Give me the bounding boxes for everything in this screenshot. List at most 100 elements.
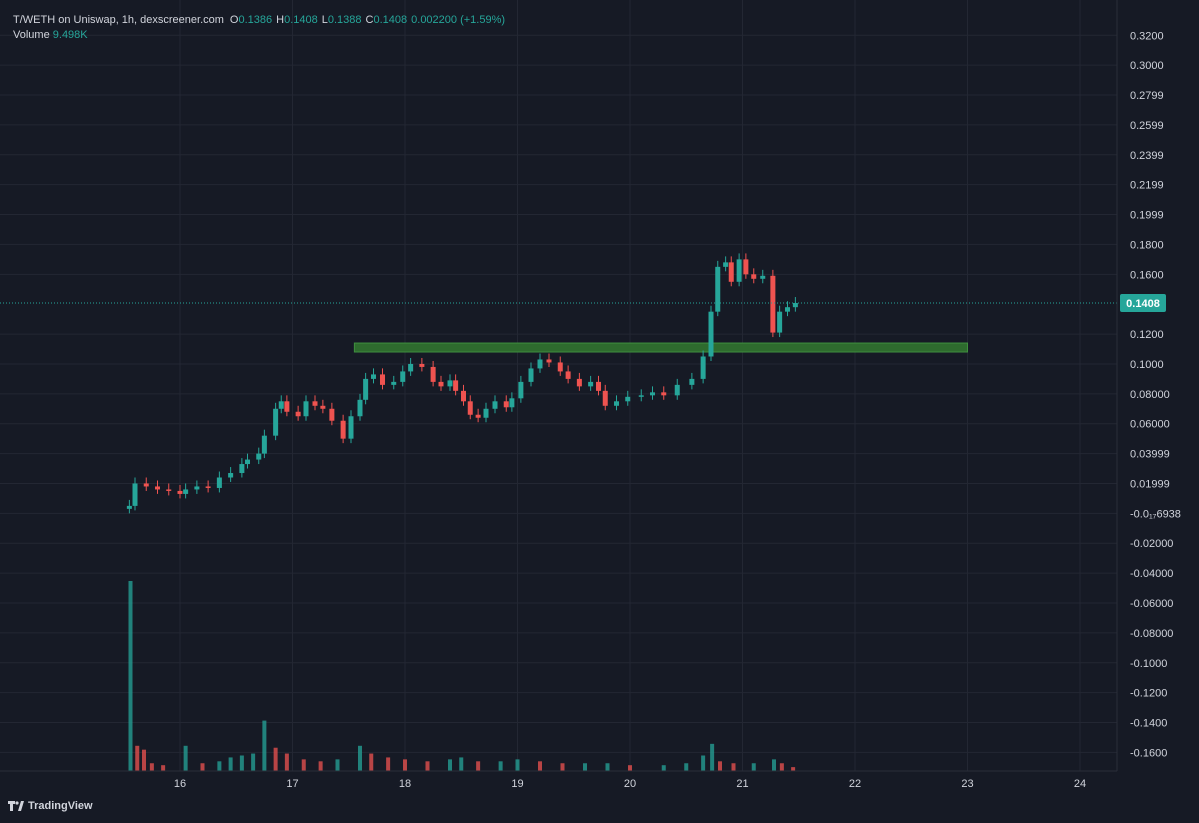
x-tick-label: 23 <box>961 778 973 790</box>
candle-body <box>518 381 524 399</box>
candle-body <box>391 381 397 385</box>
x-tick-label: 22 <box>849 778 861 790</box>
candles <box>126 253 798 514</box>
candle-body <box>689 378 695 385</box>
volume-bar <box>135 745 140 771</box>
last-price-label-text: 0.1408 <box>1126 298 1160 310</box>
high-label: H <box>276 14 285 26</box>
volume-bar <box>335 759 340 771</box>
candle-body <box>447 380 453 387</box>
volume-value: 9.498K <box>52 29 88 41</box>
candle-body <box>708 311 714 357</box>
y-tick-label: -0.06000 <box>1130 598 1173 610</box>
volume-bar <box>301 759 306 771</box>
candle-body <box>194 486 200 490</box>
candle-body <box>588 381 594 387</box>
y-tick-label: -0.1200 <box>1130 688 1167 700</box>
volume-bar <box>751 763 756 771</box>
candle-body <box>239 464 245 474</box>
candle-body <box>537 359 543 369</box>
candle-body <box>461 390 466 402</box>
volume-bar <box>791 767 796 771</box>
candle-body <box>438 381 444 387</box>
volume-bar <box>459 757 464 771</box>
candle-body <box>503 401 509 408</box>
candle-body <box>661 392 667 396</box>
x-axis[interactable]: 16 17 18 19 20 21 22 23 24 <box>174 778 1086 790</box>
volume-bar <box>628 765 632 771</box>
candle-body <box>785 307 790 312</box>
candle-body <box>183 489 189 494</box>
brand-name: TradingView <box>28 800 93 812</box>
candle-body <box>467 401 473 415</box>
y-tick-label: 0.2199 <box>1130 180 1164 192</box>
volume-bar <box>684 763 689 771</box>
grid <box>0 0 1117 771</box>
volume-bar <box>284 753 289 771</box>
volume-bar <box>183 745 188 771</box>
candle-body <box>380 374 385 385</box>
candle-body <box>453 380 459 391</box>
volume-bar <box>142 749 146 771</box>
y-tick-label: 0.03999 <box>1130 449 1170 461</box>
candle-body <box>751 274 757 279</box>
y-tick-label: 0.08000 <box>1130 389 1170 401</box>
candle-body <box>728 262 734 282</box>
candle-body <box>166 489 172 491</box>
volume-bar <box>731 763 736 771</box>
candle-body <box>419 363 425 367</box>
symbol-title[interactable]: T/WETH on Uniswap, 1h, dexscreener.com <box>13 14 224 26</box>
candle-body <box>408 363 414 372</box>
last-price-label-bg <box>1120 294 1166 312</box>
volume-bar <box>228 757 233 771</box>
candle-body <box>430 366 436 382</box>
x-tick-label: 24 <box>1074 778 1086 790</box>
candle-body <box>770 275 776 333</box>
candle-body <box>273 408 279 436</box>
volume-bar <box>476 761 481 771</box>
candle-body <box>723 262 729 267</box>
y-tick-label: 0.01999 <box>1130 478 1170 490</box>
candle-body <box>576 378 582 387</box>
candle-body <box>340 420 346 439</box>
y-tick-label: 0.1800 <box>1130 239 1164 251</box>
volume-bar <box>710 743 715 771</box>
candle-body <box>638 395 644 397</box>
candle-body <box>278 401 284 409</box>
volume-bar <box>273 747 278 771</box>
volume-bar <box>779 763 784 771</box>
x-tick-label: 17 <box>286 778 298 790</box>
y-tick-label: 0.1999 <box>1130 210 1164 222</box>
y-tick-label: 0.1600 <box>1130 269 1164 281</box>
candle-body <box>625 396 631 402</box>
y-tick-label: -0.08000 <box>1130 628 1173 640</box>
close-label: C <box>365 14 374 26</box>
y-tick-label: 0.2799 <box>1130 90 1164 102</box>
volume-bar <box>369 753 374 771</box>
candle-body <box>303 401 309 417</box>
support-zone[interactable] <box>353 342 968 353</box>
tradingview-brand[interactable]: TradingView <box>8 800 93 812</box>
y-tick-label: 0.06000 <box>1130 419 1170 431</box>
close-value: 0.1408 <box>373 14 408 26</box>
volume-bar <box>318 761 323 771</box>
last-price-label: 0.1408 <box>1120 294 1166 312</box>
candle-body <box>177 490 183 494</box>
y-tick-label: -0.02000 <box>1130 538 1173 550</box>
x-tick-label: 16 <box>174 778 186 790</box>
y-axis[interactable]: 0.3200 0.3000 0.2799 0.2599 0.2399 0.2199 0.19… <box>1130 30 1181 759</box>
volume-bar <box>200 763 205 771</box>
candle-body <box>363 378 369 400</box>
candle-body <box>256 453 262 460</box>
candle-body <box>312 401 318 406</box>
candle-body <box>509 398 515 408</box>
volume-bar <box>239 755 244 771</box>
volume-bar <box>538 761 542 771</box>
candle-body <box>371 374 376 379</box>
candle-body <box>228 473 234 478</box>
candle-body <box>483 408 489 418</box>
candle-body <box>295 411 301 417</box>
candle-body <box>602 390 608 406</box>
volume-bar <box>718 761 722 771</box>
